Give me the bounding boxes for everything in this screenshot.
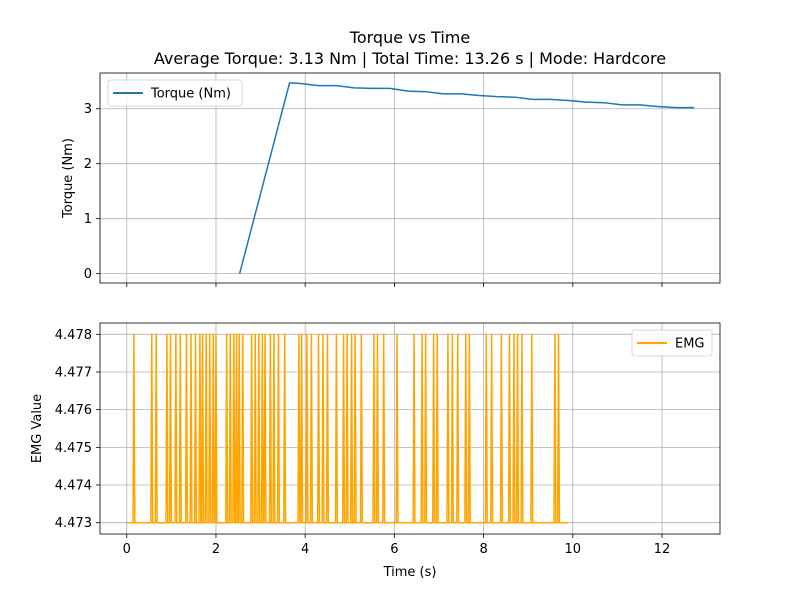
y-tick-label: 4.476: [55, 403, 92, 418]
series-line-emg: [126, 333, 569, 524]
axes-frame: [99, 72, 721, 284]
x-tick-label: 2: [212, 542, 220, 557]
legend: EMG: [631, 329, 713, 357]
x-tick-label: 4: [301, 542, 309, 557]
legend-box: [107, 79, 243, 107]
y-axis-label: Torque (Nm): [61, 138, 76, 219]
x-tick-label: 0: [123, 542, 131, 557]
x-tick-label: 8: [479, 542, 487, 557]
x-tick-label: 12: [654, 542, 671, 557]
torque-panel: 0 1 2 3 Torque (Nm) Torque (Nm): [61, 72, 721, 287]
y-tick-label: 3: [84, 102, 92, 117]
legend-box: [631, 329, 713, 357]
legend-label: Torque (Nm): [150, 87, 231, 102]
chart-subtitle: Average Torque: 3.13 Nm | Total Time: 13…: [154, 49, 666, 68]
x-axis-label: Time (s): [383, 565, 437, 580]
y-tick-label: 2: [84, 157, 92, 172]
y-tick-label: 4.478: [55, 328, 92, 343]
x-tick-label: 6: [390, 542, 398, 557]
series-line-torque-nm: [238, 82, 695, 274]
y-axis-label: EMG Value: [30, 394, 45, 463]
axes-frame: [99, 322, 721, 535]
y-tick-label: 4.474: [55, 479, 92, 494]
emg-panel: 0 2 4 6 8 10 12 4.473 4.474 4.475 4.476 4.477 4.478 E…: [30, 322, 721, 580]
legend-label: EMG: [675, 337, 705, 352]
x-tick-label: 10: [565, 542, 582, 557]
y-tick-label: 4.477: [55, 365, 92, 380]
legend: Torque (Nm): [107, 79, 243, 107]
y-tick-label: 1: [84, 212, 92, 227]
y-tick-label: 4.475: [55, 441, 92, 456]
y-tick-label: 0: [84, 267, 92, 282]
chart-title: Torque vs Time: [349, 28, 470, 47]
y-tick-label: 4.473: [55, 516, 92, 531]
